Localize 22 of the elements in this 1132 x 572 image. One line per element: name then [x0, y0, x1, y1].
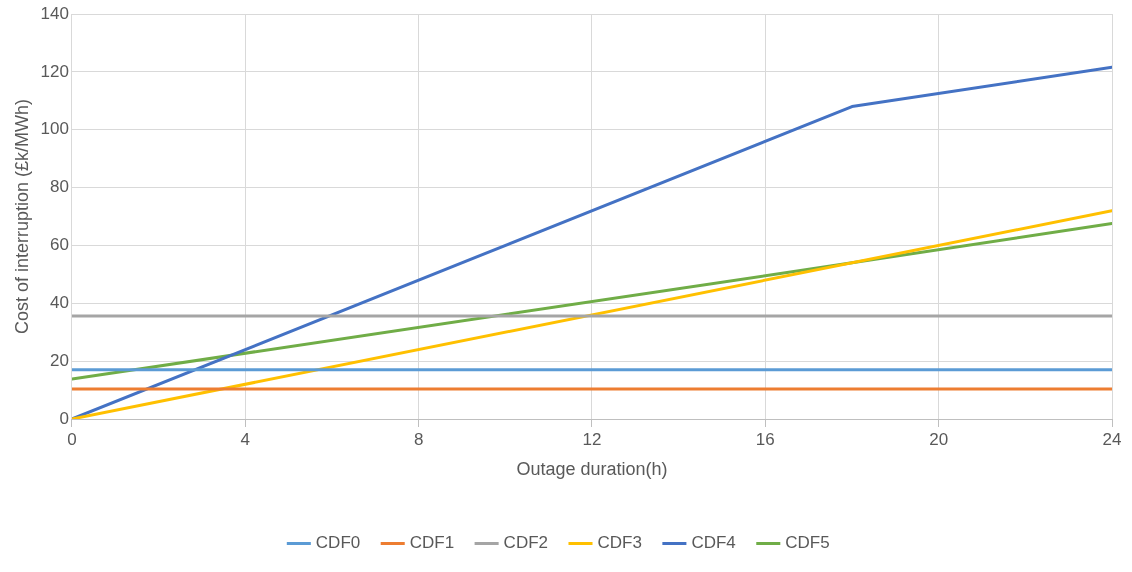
x-tick-label: 12: [582, 429, 602, 449]
legend-label: CDF3: [597, 533, 642, 553]
y-axis-title: Cost of interruption (£k/MWh): [11, 98, 32, 335]
y-tick-label: 120: [40, 61, 69, 81]
y-tick-label: 80: [50, 177, 69, 197]
legend-label: CDF5: [785, 533, 830, 553]
x-tick-label: 24: [1102, 429, 1122, 449]
x-axis-title: Outage duration(h): [516, 459, 668, 480]
x-tick-label: 4: [240, 429, 251, 449]
x-tick-label: 16: [755, 429, 775, 449]
legend-label: CDF4: [691, 533, 736, 553]
legend-label: CDF1: [409, 533, 455, 553]
legend-label: CDF2: [503, 533, 549, 553]
y-tick-label: 40: [50, 292, 69, 312]
legend-label: CDF0: [315, 533, 361, 553]
y-tick-label: 140: [40, 3, 69, 23]
x-tick-label: 20: [929, 429, 949, 449]
y-tick-label: 20: [50, 350, 69, 370]
y-tick-label: 0: [59, 408, 69, 428]
y-tick-label: 100: [40, 119, 69, 139]
x-tick-label: 8: [413, 429, 424, 449]
y-tick-label: 60: [50, 235, 69, 255]
